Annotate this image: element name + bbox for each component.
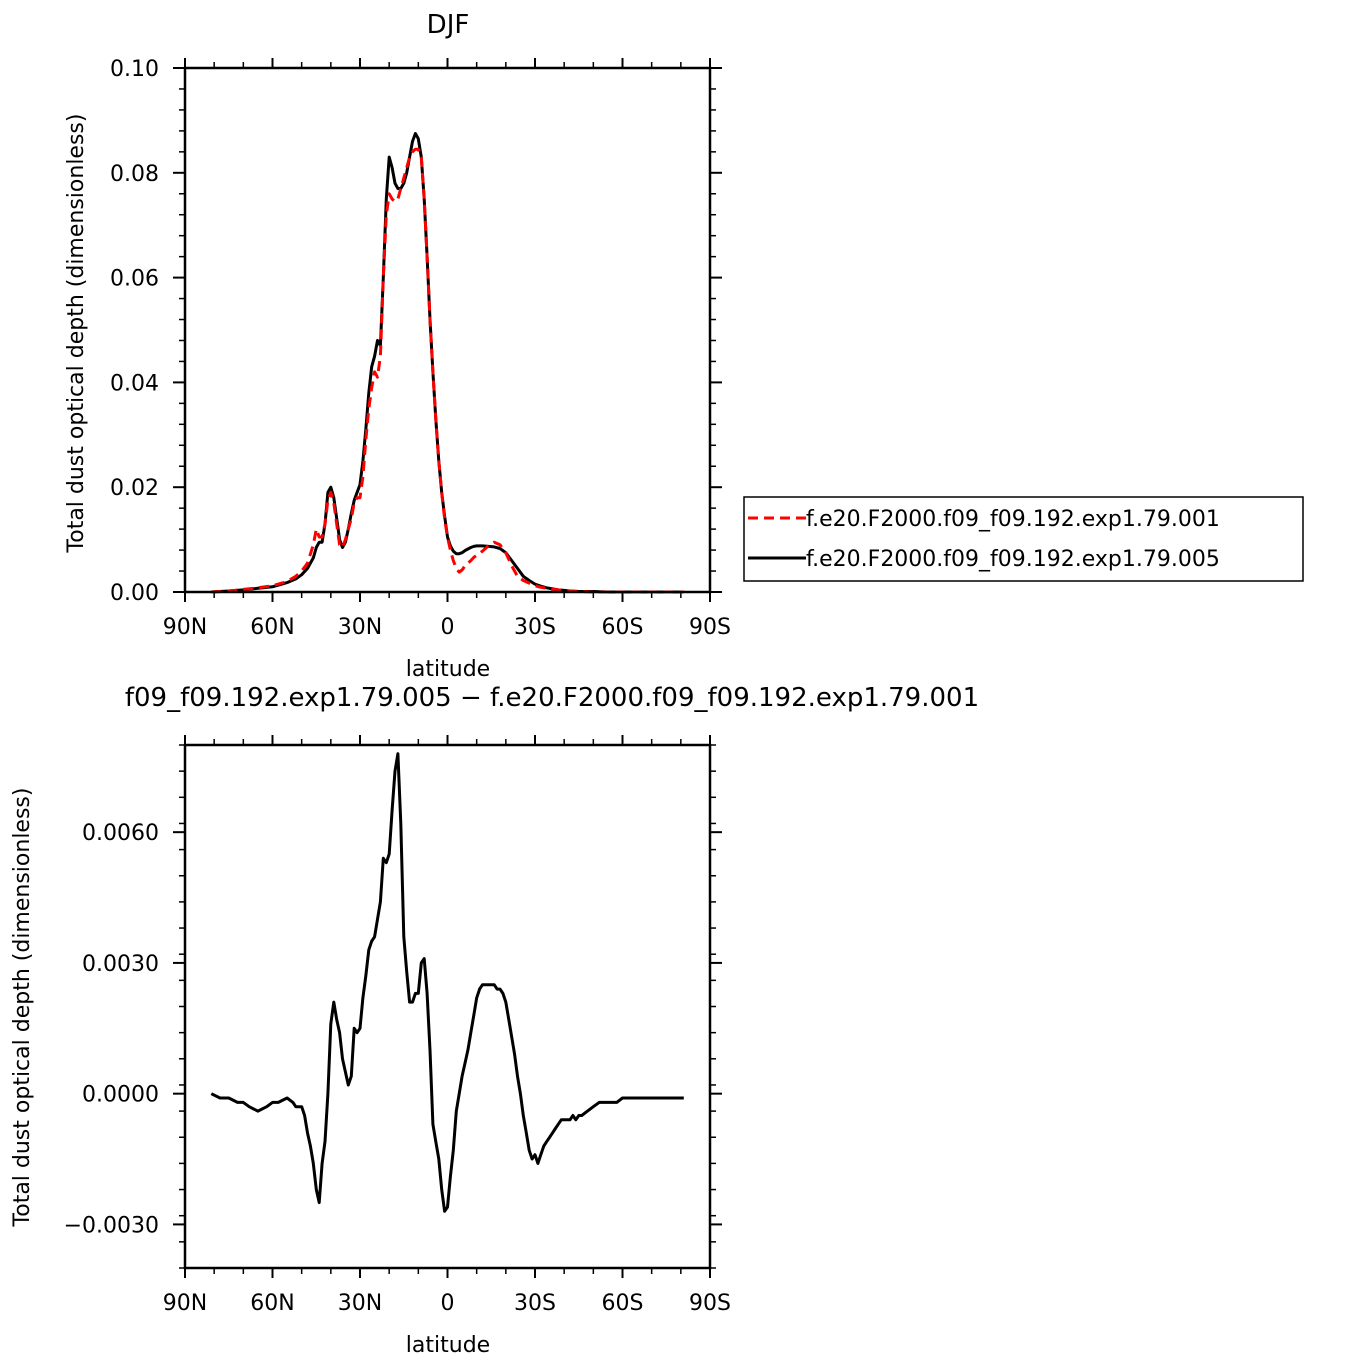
top-x-tick-label: 90S: [689, 615, 731, 640]
legend-box: [743, 496, 1304, 582]
top-y-tick-label: 0.02: [110, 476, 159, 501]
top-x-axis-label: latitude: [406, 657, 490, 682]
top-x-tick-label: 30S: [514, 615, 556, 640]
top-legend: f.e20.F2000.f09_f09.192.exp1.79.001 f.e2…: [743, 496, 1304, 582]
bottom-x-tick-label: 0: [441, 1291, 455, 1316]
bottom-y-tick-label: 0.0030: [82, 952, 159, 977]
bottom-axis-ticks: 90N 60N 30N 0 30S 60S 90S −0.0030 0.0000 0.0030 0.…: [64, 735, 731, 1316]
top-y-tick-label: 0.06: [110, 267, 159, 292]
top-x-tick-label: 60N: [250, 615, 294, 640]
top-y-tick-label: 0.10: [110, 57, 159, 82]
bottom-y-tick-label: −0.0030: [64, 1213, 159, 1238]
bottom-x-tick-label: 90S: [689, 1291, 731, 1316]
bottom-y-tick-label: 0.0000: [82, 1083, 159, 1108]
top-series-line-2: [211, 132, 684, 594]
bottom-x-tick-label: 60N: [250, 1291, 294, 1316]
top-x-tick-label: 30N: [338, 615, 382, 640]
top-y-tick-label: 0.08: [110, 162, 159, 187]
bottom-series-line-1: [210, 752, 684, 1213]
top-series-line-1: [211, 147, 684, 594]
top-panel: DJF Total dust optical depth (dimensionl…: [64, 10, 1304, 682]
bottom-x-axis-label: latitude: [406, 1333, 490, 1358]
bottom-x-tick-label: 30S: [514, 1291, 556, 1316]
bottom-y-axis-label: Total dust optical depth (dimensionless): [10, 788, 35, 1228]
top-x-tick-label: 90N: [163, 615, 207, 640]
bottom-chart-title: f09_f09.192.exp1.79.005 − f.e20.F2000.f0…: [125, 683, 979, 713]
top-x-tick-label: 60S: [602, 615, 644, 640]
bottom-y-tick-label: 0.0060: [82, 821, 159, 846]
top-y-tick-label: 0.00: [110, 581, 159, 606]
legend-label-series-2: f.e20.F2000.f09_f09.192.exp1.79.005: [806, 547, 1220, 572]
top-y-axis-label: Total dust optical depth (dimensionless): [64, 114, 89, 554]
bottom-x-tick-label: 30N: [338, 1291, 382, 1316]
top-x-tick-label: 0: [441, 615, 455, 640]
top-plot-frame: [183, 66, 712, 594]
legend-label-series-1: f.e20.F2000.f09_f09.192.exp1.79.001: [806, 507, 1220, 532]
top-series-group: [211, 132, 684, 594]
bottom-series-group: [210, 752, 684, 1213]
top-y-tick-label: 0.04: [110, 371, 159, 396]
bottom-panel: f09_f09.192.exp1.79.005 − f.e20.F2000.f0…: [10, 683, 979, 1358]
bottom-x-tick-label: 60S: [602, 1291, 644, 1316]
bottom-x-tick-label: 90N: [163, 1291, 207, 1316]
bottom-plot-frame: [183, 743, 712, 1270]
top-chart-title: DJF: [427, 10, 470, 40]
top-axis-ticks: 90N 60N 30N 0 30S 60S 90S 0.00 0.02 0.04 0.06 0.08 0…: [110, 57, 731, 640]
